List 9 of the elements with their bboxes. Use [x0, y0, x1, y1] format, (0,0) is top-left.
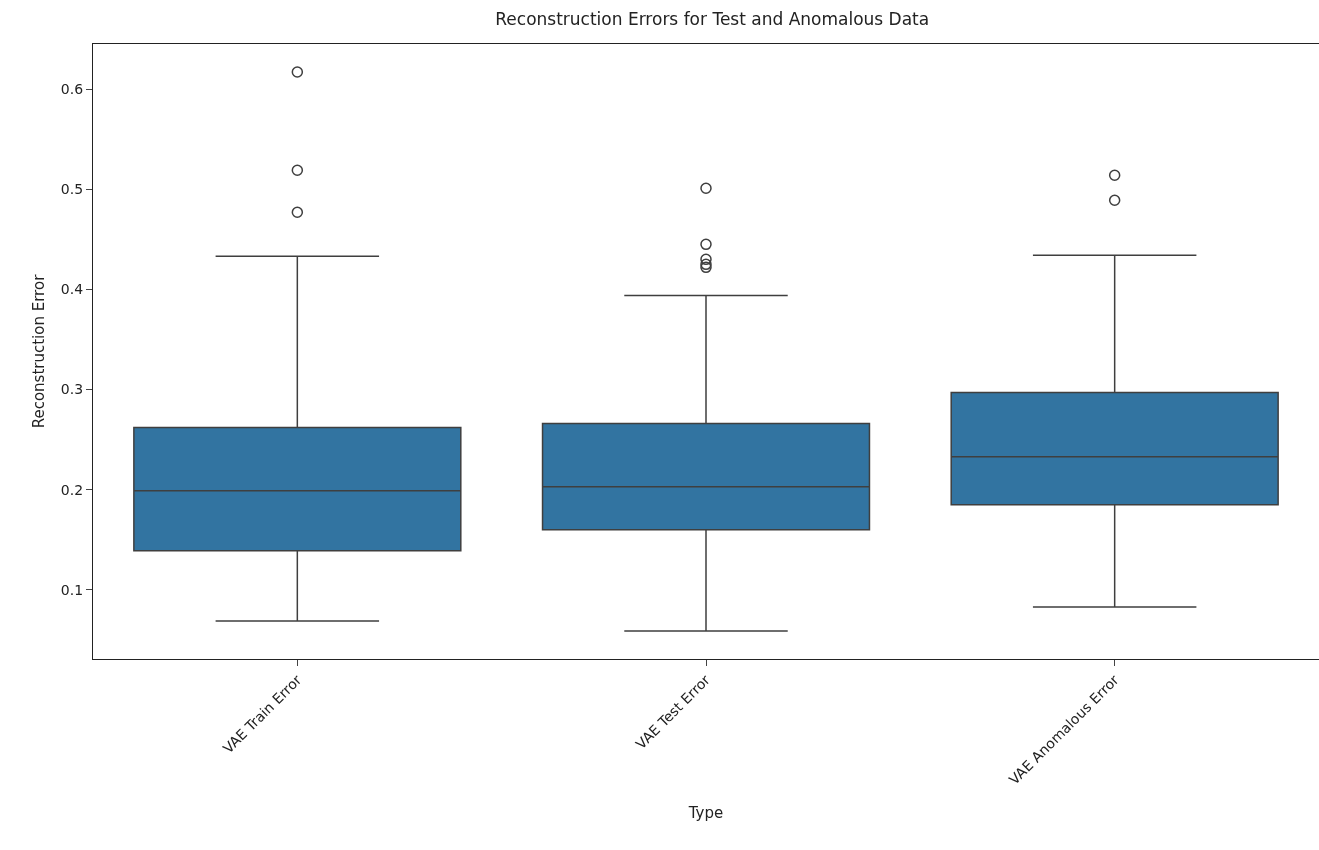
chart-title: Reconstruction Errors for Test and Anomalous Data [495, 8, 930, 29]
y-tick-label: 0.5 [60, 181, 84, 198]
y-axis-title: Reconstruction Error [30, 273, 49, 429]
y-tick-label: 0.1 [60, 581, 84, 598]
x-axis-title: Type [687, 803, 724, 822]
y-tick-label: 0.3 [60, 381, 84, 398]
y-tick-label: 0.2 [60, 481, 84, 498]
y-tick-label: 0.4 [60, 281, 84, 298]
y-tick-label: 0.6 [60, 80, 84, 97]
